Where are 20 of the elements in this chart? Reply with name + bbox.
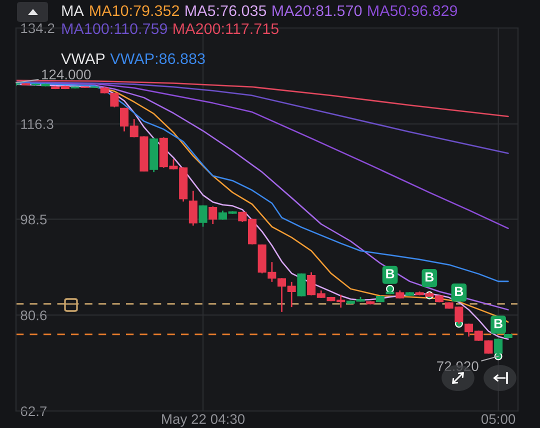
annotation: B (455, 286, 464, 296)
y-tick-label: 116.3 (21, 119, 54, 130)
annotation: VWAP (61, 53, 105, 64)
text: MA200:117.715 (174, 23, 278, 34)
y-tick-label: 98.5 (20, 214, 47, 224)
series-label: VWAP:86.883 (110, 53, 205, 64)
text: MA (62, 5, 84, 16)
text: MA10:79.352 (90, 5, 179, 16)
text: MA20:81.570 (272, 5, 362, 16)
x-tick-label: May 22 04:30 (162, 414, 245, 427)
annotation: B (494, 319, 502, 328)
annotation: B (386, 269, 394, 278)
text: 124.000 (42, 70, 91, 80)
annotation: B (426, 272, 434, 282)
text: MA50:96.829 (368, 5, 458, 16)
text: 72.920 (437, 361, 478, 372)
text: MA100:110.759 (62, 23, 168, 34)
text: MA5:76.035 (186, 5, 266, 16)
y-tick-label: 80.6 (20, 310, 47, 320)
x-tick-label: 05:00 (481, 414, 516, 424)
